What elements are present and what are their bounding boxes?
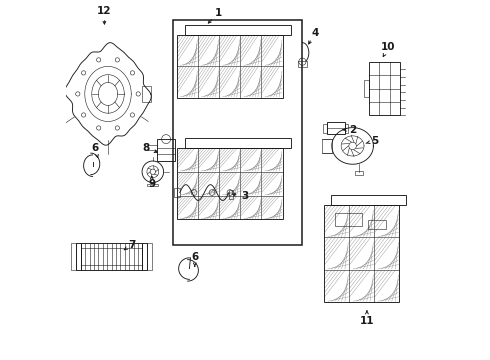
Bar xyxy=(76,243,81,270)
Bar xyxy=(81,243,143,270)
Bar xyxy=(177,35,283,98)
Bar xyxy=(344,124,348,132)
Bar xyxy=(157,139,175,161)
Bar xyxy=(368,220,387,229)
Bar xyxy=(331,195,406,205)
Text: 4: 4 xyxy=(311,28,318,38)
Text: 6: 6 xyxy=(92,143,98,153)
Bar xyxy=(323,124,327,132)
Bar xyxy=(298,60,307,67)
Text: 12: 12 xyxy=(97,6,112,17)
Text: 7: 7 xyxy=(128,239,136,249)
Bar xyxy=(72,243,76,270)
Bar xyxy=(143,243,147,270)
Text: 9: 9 xyxy=(148,179,155,189)
Text: 3: 3 xyxy=(242,191,248,201)
Bar xyxy=(365,81,368,96)
Text: 10: 10 xyxy=(381,42,396,52)
Bar xyxy=(147,243,152,270)
Text: 6: 6 xyxy=(191,252,198,262)
Bar xyxy=(229,190,233,199)
Bar xyxy=(173,21,302,244)
Text: 5: 5 xyxy=(371,136,378,145)
Bar xyxy=(335,213,362,226)
Bar xyxy=(324,205,399,302)
Bar xyxy=(177,148,283,220)
Text: 11: 11 xyxy=(360,316,374,325)
Text: 2: 2 xyxy=(349,125,356,135)
Text: 1: 1 xyxy=(215,8,222,18)
Bar xyxy=(355,171,363,175)
Bar xyxy=(322,139,332,153)
Bar xyxy=(185,25,291,35)
Bar xyxy=(142,86,150,102)
Bar xyxy=(368,62,400,116)
Bar xyxy=(185,138,291,148)
Bar xyxy=(327,122,344,134)
Bar xyxy=(174,188,180,197)
Bar xyxy=(147,184,158,186)
Text: 8: 8 xyxy=(143,143,150,153)
